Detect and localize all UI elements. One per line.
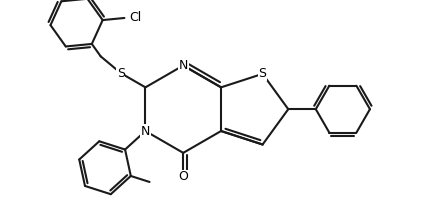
Text: S: S: [259, 67, 267, 80]
Text: N: N: [141, 125, 150, 138]
Text: N: N: [178, 59, 188, 72]
Text: S: S: [117, 67, 125, 80]
Text: O: O: [178, 170, 188, 183]
Text: Cl: Cl: [129, 12, 141, 24]
